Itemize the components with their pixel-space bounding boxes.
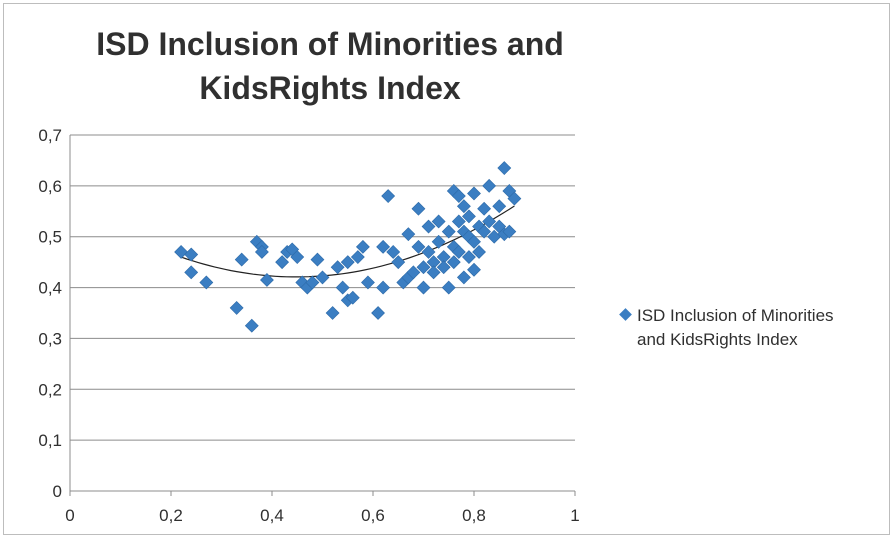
x-tick-label: 1: [570, 506, 579, 525]
y-tick-label: 0,2: [38, 380, 62, 399]
data-point: [199, 275, 214, 290]
legend: ISD Inclusion of Minorities and KidsRigh…: [618, 304, 888, 352]
data-point: [441, 280, 456, 295]
data-point: [416, 280, 431, 295]
data-point: [421, 245, 436, 259]
data-point: [350, 250, 365, 264]
data-point: [371, 306, 385, 320]
data-point: [401, 227, 416, 242]
data-point: [290, 250, 305, 264]
data-point: [456, 270, 471, 285]
data-points: [174, 161, 522, 333]
data-point: [477, 201, 492, 216]
data-point: [355, 239, 370, 254]
data-point: [472, 245, 486, 259]
data-point: [451, 245, 466, 259]
data-point: [502, 224, 517, 239]
data-point: [482, 178, 497, 193]
axes: [69, 135, 576, 496]
data-point: [310, 252, 325, 267]
data-point: [497, 161, 512, 175]
data-point: [467, 186, 481, 201]
data-point: [335, 280, 350, 295]
trendline-layer: [180, 205, 515, 278]
data-point: [507, 191, 522, 206]
data-point: [244, 318, 259, 333]
data-point: [441, 224, 456, 239]
gridlines: [70, 134, 575, 441]
data-point: [462, 209, 476, 224]
data-point: [260, 273, 274, 287]
data-point: [229, 300, 244, 315]
data-point: [376, 280, 391, 295]
data-point: [315, 270, 330, 285]
data-point: [462, 250, 476, 264]
data-point: [376, 239, 391, 254]
data-point: [436, 260, 451, 275]
data-point: [184, 265, 199, 280]
data-point: [330, 260, 345, 275]
data-point: [234, 252, 249, 267]
legend-label-line-2: and KidsRights Index: [637, 330, 798, 349]
data-point: [411, 239, 426, 254]
data-point: [456, 199, 471, 214]
chart-title-line-1: ISD Inclusion of Minorities and: [96, 26, 564, 62]
tick-labels: 0 0,1 0,2 0,3 0,4 0,5 0,6 0,7 0 0,2 0,4 0,6 0,8 1: [38, 126, 579, 525]
data-point: [431, 234, 446, 249]
data-point: [421, 219, 436, 234]
data-point: [254, 245, 269, 259]
data-point: [431, 214, 446, 229]
data-point: [451, 214, 466, 229]
data-point: [340, 255, 355, 270]
data-point: [174, 245, 189, 259]
data-point: [411, 201, 426, 216]
data-point: [416, 260, 431, 275]
data-point: [451, 189, 466, 203]
data-point: [467, 262, 481, 277]
data-point: [361, 275, 375, 290]
x-tick-label: 0,4: [260, 506, 284, 525]
chart-title-line-2: KidsRights Index: [199, 70, 461, 106]
data-point: [184, 247, 199, 262]
y-tick-label: 0,6: [38, 177, 62, 196]
x-tick-label: 0,2: [159, 506, 183, 525]
x-tick-label: 0: [65, 506, 74, 525]
data-point: [467, 234, 481, 249]
legend-label-line-1: ISD Inclusion of Minorities: [637, 306, 834, 325]
data-point: [386, 245, 401, 259]
data-point: [406, 265, 421, 280]
legend-marker-icon: [619, 308, 632, 321]
data-point: [391, 255, 406, 270]
data-point: [477, 224, 492, 239]
data-point: [492, 199, 507, 214]
chart-title: ISD Inclusion of Minorities and KidsRigh…: [60, 22, 600, 110]
y-tick-label: 0,3: [38, 329, 62, 348]
data-point: [275, 255, 290, 270]
x-tick-label: 0,6: [361, 506, 385, 525]
x-tick-label: 0,8: [462, 506, 486, 525]
y-tick-label: 0,1: [38, 431, 62, 450]
y-tick-label: 0: [53, 482, 62, 501]
data-point: [482, 214, 497, 229]
trendline: [180, 205, 515, 278]
y-tick-label: 0,7: [38, 126, 62, 145]
y-tick-label: 0,5: [38, 228, 62, 247]
data-point: [345, 290, 360, 305]
data-point: [325, 306, 340, 320]
data-point: [305, 275, 320, 290]
data-point: [446, 255, 461, 270]
y-tick-label: 0,4: [38, 279, 62, 298]
data-point: [426, 265, 441, 280]
data-point: [381, 189, 396, 203]
